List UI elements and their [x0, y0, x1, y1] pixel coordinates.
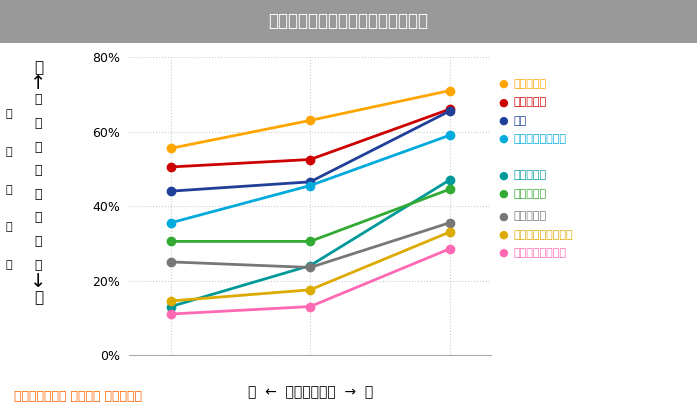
Text: ↑: ↑	[30, 74, 47, 93]
Text: 率: 率	[5, 222, 12, 233]
Text: 低  ←  住宅の断熱性  →  高: 低 ← 住宅の断熱性 → 高	[247, 386, 373, 399]
Text: ●: ●	[498, 171, 508, 180]
Text: 手足の冷え: 手足の冷え	[514, 171, 547, 180]
Text: 肌のかゆみ: 肌のかゆみ	[514, 189, 547, 199]
Text: ●: ●	[498, 116, 508, 126]
Text: ）: ）	[5, 260, 12, 270]
Text: 出典：近畿大学 建築学部 岩前研究室: 出典：近畿大学 建築学部 岩前研究室	[14, 390, 142, 403]
Text: 住宅の高断熱化による健康改善効果: 住宅の高断熱化による健康改善効果	[268, 12, 429, 31]
Text: ●: ●	[498, 98, 508, 107]
Text: ●: ●	[498, 134, 508, 144]
Text: 人: 人	[35, 259, 42, 272]
Text: 善: 善	[35, 188, 42, 201]
Text: 多: 多	[33, 60, 43, 75]
Text: 状: 状	[35, 117, 42, 130]
Text: せき: せき	[514, 116, 527, 126]
Text: ●: ●	[498, 248, 508, 258]
Text: ↓: ↓	[30, 272, 47, 291]
Text: ●: ●	[498, 189, 508, 199]
Text: ●: ●	[498, 79, 508, 89]
Text: 症: 症	[35, 93, 42, 106]
Text: 改: 改	[5, 147, 12, 157]
Text: 少: 少	[33, 290, 43, 305]
Text: ●: ●	[498, 211, 508, 221]
Text: アレルギー性結膜炎: アレルギー性結膜炎	[514, 230, 574, 239]
Text: 目のかゆみ: 目のかゆみ	[514, 211, 547, 221]
Text: ●: ●	[498, 230, 508, 239]
Text: （: （	[5, 109, 12, 119]
Text: が: が	[35, 141, 42, 154]
Text: アトピー性皮膚炎: アトピー性皮膚炎	[514, 134, 567, 144]
Text: 気管支喘息: 気管支喘息	[514, 79, 547, 89]
Text: アレルギー性鼻炎: アレルギー性鼻炎	[514, 248, 567, 258]
Text: し: し	[35, 211, 42, 224]
Text: 改: 改	[35, 164, 42, 177]
Text: た: た	[35, 235, 42, 248]
Text: のどの痛み: のどの痛み	[514, 98, 547, 107]
Text: 善: 善	[5, 185, 12, 195]
